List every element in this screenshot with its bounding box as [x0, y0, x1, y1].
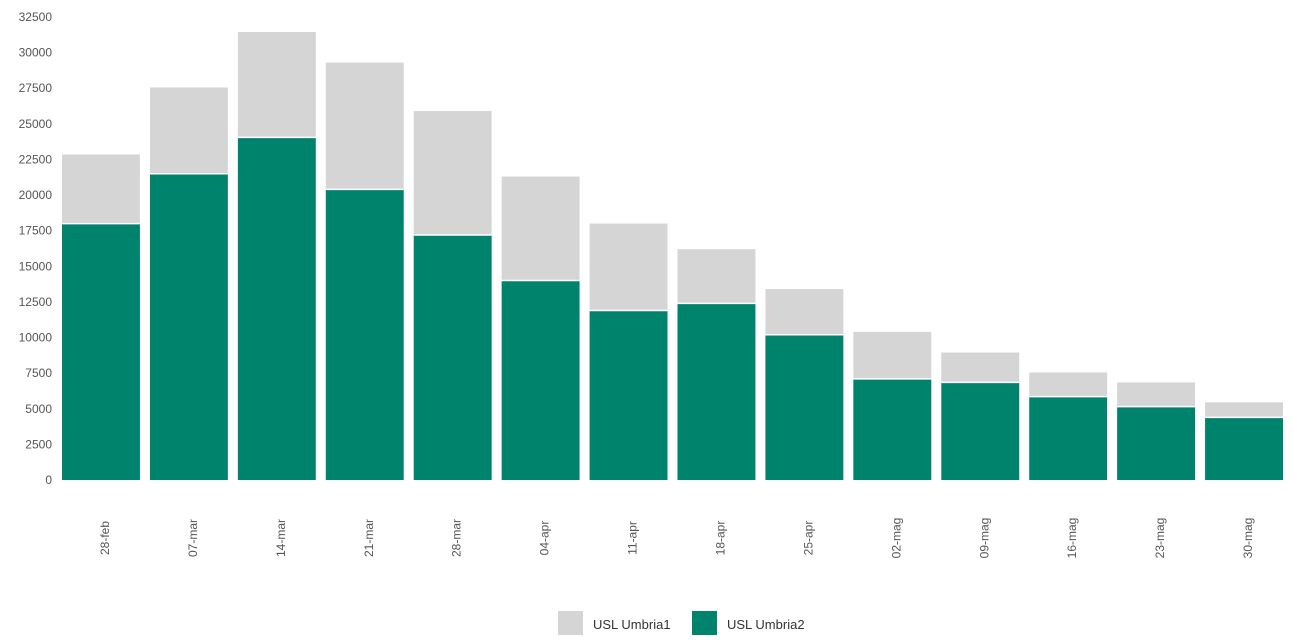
bar-umbria1-16-mag [1029, 372, 1108, 397]
y-tick-label: 22500 [19, 152, 53, 166]
bar-umbria2-28-feb [62, 223, 140, 481]
bar-umbria1-07-mar [149, 87, 228, 174]
x-tick-label: 07-mar [186, 519, 200, 557]
bars [62, 31, 1283, 481]
bar-umbria1-04-apr [501, 176, 580, 281]
legend: USL Umbria1 USL Umbria2 [558, 611, 805, 636]
bar-umbria1-14-mar [237, 31, 316, 138]
x-tick-label: 28-mar [450, 519, 464, 557]
y-tick-label: 10000 [19, 331, 53, 345]
y-tick-label: 27500 [19, 81, 53, 95]
bar-umbria1-30-mag [1205, 402, 1283, 418]
y-tick-label: 12500 [19, 295, 53, 309]
y-tick-label: 5000 [25, 402, 52, 416]
y-tick-label: 20000 [19, 188, 53, 202]
bar-umbria2-16-mag [1029, 396, 1108, 480]
y-tick-label: 32500 [19, 10, 53, 24]
bar-umbria2-18-apr [677, 303, 756, 480]
x-tick-label: 09-mag [977, 518, 991, 559]
legend-label-umbria1: USL Umbria1 [593, 617, 671, 632]
bar-umbria2-11-apr [589, 310, 668, 480]
bar-umbria1-02-mag [853, 331, 932, 379]
legend-label-umbria2: USL Umbria2 [727, 617, 805, 632]
legend-swatch-umbria2 [692, 611, 717, 636]
bar-umbria2-07-mar [149, 173, 228, 480]
x-tick-label: 21-mar [362, 519, 376, 557]
bar-umbria1-28-feb [62, 154, 140, 224]
y-axis: 0 2500 5000 7500 10000 12500 15000 17500 20000 22… [19, 10, 53, 487]
y-tick-label: 7500 [25, 366, 52, 380]
y-tick-label: 17500 [19, 224, 53, 238]
bar-umbria2-25-apr [765, 334, 844, 480]
x-tick-label: 28-feb [98, 521, 112, 555]
bar-umbria1-21-mar [325, 62, 404, 190]
bar-umbria1-18-apr [677, 249, 756, 304]
x-tick-label: 04-apr [538, 521, 552, 556]
bar-umbria2-09-mag [941, 382, 1020, 480]
bar-umbria1-09-mag [941, 352, 1020, 383]
x-tick-label: 02-mag [889, 518, 903, 559]
x-tick-label: 16-mag [1065, 518, 1079, 559]
x-tick-label: 11-apr [626, 521, 640, 555]
y-tick-label: 0 [45, 473, 52, 487]
bar-umbria2-30-mag [1205, 417, 1283, 480]
bar-umbria2-23-mag [1117, 406, 1196, 480]
bar-umbria1-25-apr [765, 289, 844, 335]
bar-umbria1-23-mag [1117, 382, 1196, 407]
x-tick-label: 18-apr [713, 521, 727, 556]
bar-umbria1-11-apr [589, 223, 668, 311]
y-tick-label: 2500 [25, 437, 52, 451]
x-tick-label: 30-mag [1241, 518, 1255, 559]
bar-umbria2-21-mar [325, 189, 404, 480]
bar-umbria2-28-mar [413, 234, 492, 480]
y-tick-label: 25000 [19, 117, 53, 131]
bar-umbria2-02-mag [853, 378, 932, 480]
bar-umbria2-04-apr [501, 280, 580, 480]
bar-umbria1-28-mar [413, 111, 492, 235]
legend-swatch-umbria1 [558, 611, 583, 636]
x-tick-label: 14-mar [274, 519, 288, 557]
x-axis: 28-feb 07-mar 14-mar 21-mar 28-mar 04-apr 11-a… [98, 518, 1255, 559]
x-tick-label: 23-mag [1153, 518, 1167, 559]
x-tick-label: 25-apr [801, 521, 815, 556]
bar-umbria2-14-mar [237, 137, 316, 480]
y-tick-label: 30000 [19, 46, 53, 60]
y-tick-label: 15000 [19, 259, 53, 273]
